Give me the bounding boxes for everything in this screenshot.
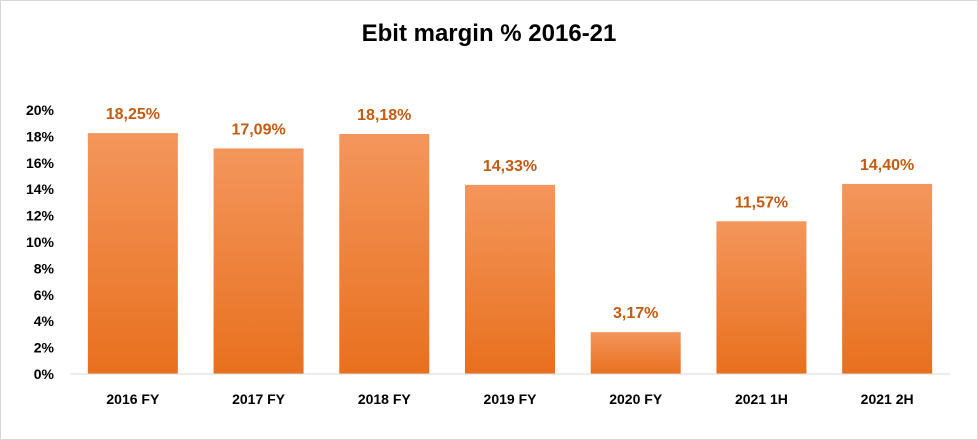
bars-group [87,133,933,374]
x-tick-label: 2018 FY [358,391,412,407]
data-labels-group: 18,25% 17,09% 18,18% 14,33% 3,17% 11,57% 14,40… [106,106,915,322]
bar [590,332,681,374]
bar [842,183,933,374]
y-tick-label: 6% [34,287,55,303]
chart-title: Ebit margin % 2016-21 [361,20,617,47]
y-tick-label: 10% [26,234,55,250]
y-tick-label: 2% [34,340,55,356]
y-tick-label: 14% [26,181,55,197]
x-tick-label: 2019 FY [484,391,538,407]
x-tick-label: 2017 FY [232,391,286,407]
bar [339,134,430,374]
data-label: 18,25% [106,106,160,123]
x-tick-label: 2021 2H [861,391,914,407]
y-tick-label: 20% [26,102,55,118]
bar [716,221,807,374]
bar [213,148,304,374]
data-label: 17,09% [231,121,285,138]
data-label: 14,40% [860,157,914,174]
x-tick-label: 2016 FY [106,391,160,407]
y-tick-label: 0% [34,366,55,382]
y-tick-label: 4% [34,313,55,329]
y-tick-label: 18% [26,128,55,144]
x-tick-label: 2020 FY [609,391,663,407]
data-label: 14,33% [483,158,537,175]
y-tick-label: 12% [26,208,55,224]
data-label: 18,18% [357,107,411,124]
y-tick-label: 8% [34,260,55,276]
y-axis: 0% 2% 4% 6% 8% 10% 12% 14% 16% 18% 20% [26,102,55,382]
bar [87,133,178,374]
data-label: 3,17% [613,305,658,322]
bar [465,184,555,374]
data-label: 11,57% [735,194,788,211]
y-tick-label: 16% [26,155,55,171]
x-tick-label: 2021 1H [735,391,788,407]
x-axis: 2016 FY 2017 FY 2018 FY 2019 FY 2020 FY 2021 … [70,373,950,407]
